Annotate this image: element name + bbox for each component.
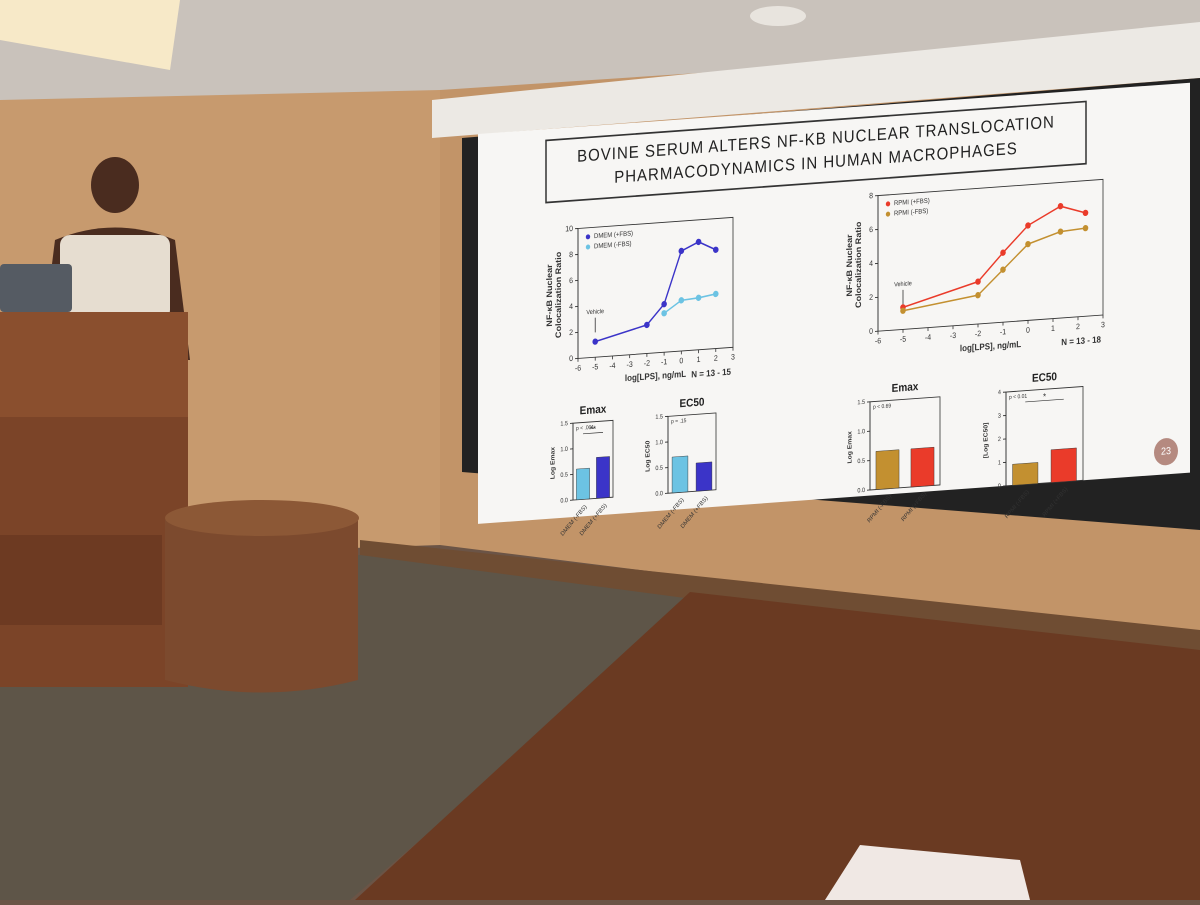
y-tick-label: 1.0 [655,440,663,447]
bar [1051,448,1076,483]
y-tick-label: 4 [569,302,573,312]
chart-title: EC50 [1032,371,1057,385]
x-tick-label: -4 [609,361,615,371]
y-tick-label: 2 [998,437,1001,444]
ceiling-sensor [750,6,806,26]
x-tick-label: 0 [679,356,683,366]
page-number: 23 [1161,446,1171,458]
x-tick-label: 0 [1026,325,1030,335]
y-tick-label: 0 [569,353,573,363]
y-axis-label: Log Emax [550,446,557,479]
side-table [0,535,162,625]
bar [596,456,609,498]
speaker-dress [60,235,170,320]
y-tick-label: 3 [998,413,1001,420]
bar [911,447,934,487]
bar [696,462,712,491]
bar [1013,462,1038,485]
x-tick-label: -6 [575,363,581,373]
y-axis-label: Log Emax [847,430,854,463]
chart-title: Emax [892,381,919,396]
p-value: p < 0.69 [873,403,891,411]
y-tick-label: 0 [869,326,873,336]
y-tick-label: 6 [569,276,573,286]
round-table-top [165,500,359,536]
p-value: p = .15 [671,418,686,425]
bar [672,456,688,493]
y-tick-label: 0.5 [560,472,568,479]
laptop [0,264,72,312]
y-tick-label: 1.0 [857,429,865,436]
x-tick-label: -4 [925,332,931,342]
y-tick-label: 0.5 [857,458,865,465]
x-tick-label: -2 [644,358,650,368]
speaker-head [91,157,139,213]
x-tick-label: 1 [1051,323,1055,333]
y-tick-label: 1.5 [857,400,865,407]
x-tick-label: 2 [1076,322,1080,332]
y-tick-label: 8 [869,191,873,201]
p-value: p < 0.01 [1009,393,1027,401]
bar [876,450,899,490]
podium-top [0,312,188,417]
x-tick-label: 3 [731,352,735,362]
y-tick-label: 2 [869,292,873,302]
x-tick-label: 1 [697,354,701,364]
x-tick-label: -3 [627,359,633,369]
significance-mark: ** [590,423,597,434]
y-tick-label: 1 [998,460,1001,467]
y-tick-label: 10 [565,224,573,234]
x-tick-label: -6 [875,336,881,346]
y-tick-label: 0.0 [655,491,663,498]
y-axis-label: Colocalization Ratio [854,221,863,308]
y-tick-label: 8 [569,250,573,260]
x-tick-label: -5 [900,334,906,344]
y-tick-label: 4 [869,258,873,268]
y-tick-label: 0.0 [560,498,568,505]
chart-title: EC50 [680,396,705,410]
y-tick-label: 0.0 [857,488,865,495]
y-axis-label: Colocalization Ratio [554,251,563,338]
y-tick-label: 2 [569,327,573,337]
x-tick-label: -1 [1000,327,1006,337]
y-tick-label: 1.0 [560,447,568,454]
annotation: Vehicle [894,281,912,289]
bar [576,468,589,500]
y-axis-label: [Log EC50] [983,422,990,458]
y-tick-label: 1.5 [655,414,663,421]
y-axis-label: NF-κB Nuclear [545,263,554,327]
y-tick-label: 6 [869,225,873,235]
y-tick-label: 0.5 [655,465,663,472]
annotation: Vehicle [586,309,604,317]
chart-title: Emax [580,403,607,418]
y-axis-label: NF-κB Nuclear [845,233,854,297]
x-tick-label: -5 [592,362,598,372]
x-tick-label: 3 [1101,320,1105,330]
y-axis-label: Log EC50 [645,440,652,472]
x-tick-label: -3 [950,330,956,340]
x-tick-label: 2 [714,353,718,363]
y-tick-label: 1.5 [560,421,568,428]
x-tick-label: -2 [975,329,981,339]
x-tick-label: -1 [661,357,667,367]
